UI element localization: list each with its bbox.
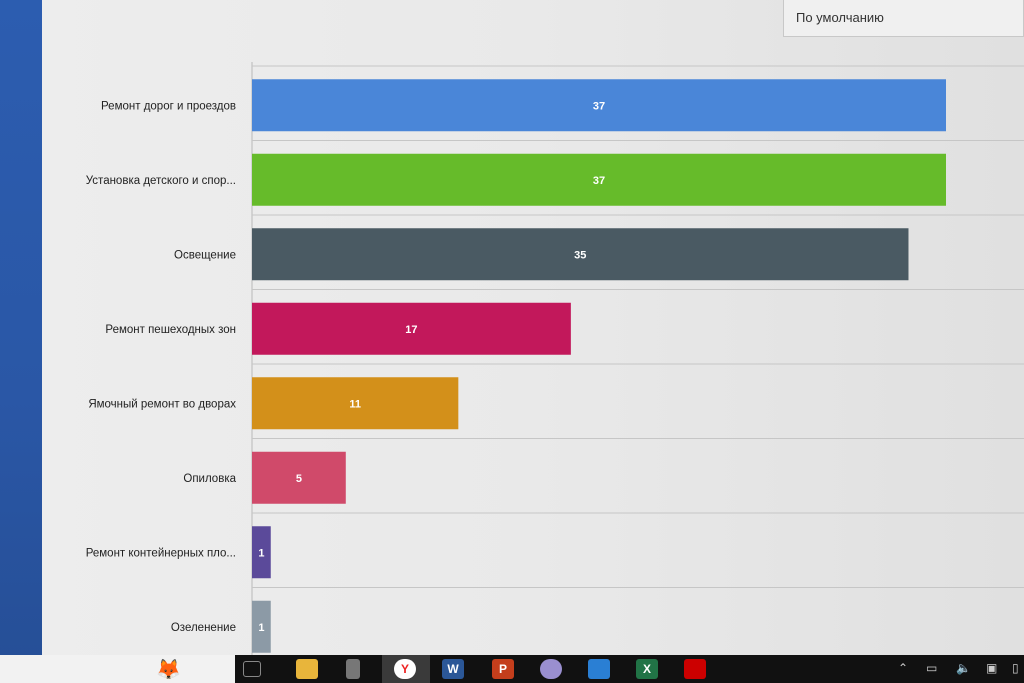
file-explorer-icon[interactable] xyxy=(296,659,318,679)
powerpoint-icon[interactable]: P xyxy=(492,659,514,679)
bar[interactable] xyxy=(252,79,946,132)
usb-icon[interactable] xyxy=(346,659,360,679)
yandex-browser-icon[interactable]: Y xyxy=(394,659,416,679)
mail-icon[interactable] xyxy=(588,659,610,679)
category-label: Установка детского и спор... xyxy=(86,175,236,187)
category-label: Ремонт пешеходных зон xyxy=(105,324,236,336)
network-icon[interactable]: ▣ xyxy=(986,661,998,675)
data-label: 17 xyxy=(405,324,417,336)
sort-select[interactable]: По умолчанию xyxy=(783,0,1024,37)
data-label: 37 xyxy=(593,175,605,187)
task-view-icon[interactable] xyxy=(243,661,261,677)
category-label: Ремонт дорог и проездов xyxy=(101,100,236,112)
acrobat-icon[interactable] xyxy=(684,659,706,679)
data-label: 1 xyxy=(258,622,264,634)
category-label: Опиловка xyxy=(183,473,236,485)
app-sidebar-edge xyxy=(0,0,42,660)
bar-chart: Ремонт дорог и проездов 37 Установка детск… xyxy=(86,62,1024,660)
taskbar-left-area: 🦊 xyxy=(0,655,235,683)
bar[interactable] xyxy=(252,302,571,355)
bar[interactable] xyxy=(252,377,459,430)
category-label: Ямочный ремонт во дворах xyxy=(88,398,236,410)
paint-icon[interactable] xyxy=(540,659,562,679)
bar[interactable] xyxy=(252,228,909,281)
data-label: 11 xyxy=(349,398,361,410)
data-label: 5 xyxy=(296,473,302,485)
category-label: Ремонт контейнерных пло... xyxy=(86,547,236,559)
data-label: 1 xyxy=(258,547,264,559)
volume-icon[interactable]: 🔈 xyxy=(956,661,971,675)
data-label: 37 xyxy=(593,100,605,112)
taskbar: 🦊 Y W P X ⌃ ▭ 🔈 ▣ ▯ xyxy=(0,655,1024,683)
battery-icon[interactable]: ▭ xyxy=(926,661,938,675)
data-label: 35 xyxy=(574,249,586,261)
notifications-icon[interactable]: ▯ xyxy=(1012,661,1019,675)
word-icon[interactable]: W xyxy=(442,659,464,679)
bar[interactable] xyxy=(252,526,271,579)
chevron-up-icon[interactable]: ⌃ xyxy=(898,661,909,675)
category-label: Озеленение xyxy=(171,622,236,634)
bar[interactable] xyxy=(252,153,946,206)
category-label: Освещение xyxy=(174,249,236,261)
bar[interactable] xyxy=(252,600,271,653)
excel-icon[interactable]: X xyxy=(636,659,658,679)
fox-logo-icon: 🦊 xyxy=(156,659,181,681)
bar[interactable] xyxy=(252,451,346,504)
